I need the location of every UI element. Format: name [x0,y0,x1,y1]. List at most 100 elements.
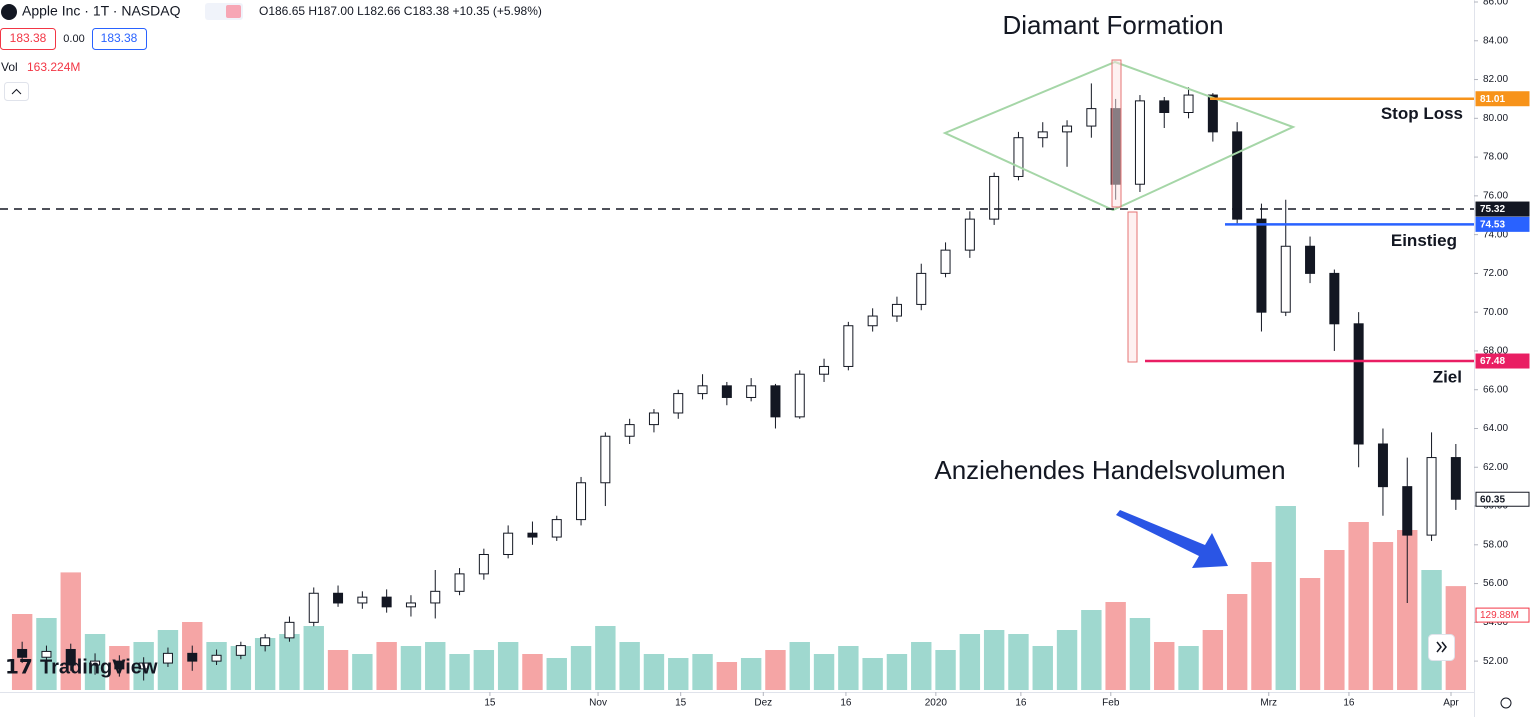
volume-bar [279,634,300,690]
candle-body [867,315,878,327]
candle-body [478,553,489,575]
candle-body [17,648,28,658]
volume-bar [352,654,373,690]
y-tick-label: 66.00 [1483,384,1508,395]
x-tick-label: Mrz [1260,698,1277,709]
volume-bar [546,658,567,690]
volume-bar [230,646,252,690]
volume-bar [449,654,470,690]
range-box [1111,59,1122,208]
volume-bar [740,658,762,690]
volume-bar [327,650,349,690]
logo [1,4,17,20]
volume-bar [643,654,665,690]
candle-body [1280,245,1291,313]
y-tick-label: 76.00 [1483,190,1508,201]
y-tick-label: 82.00 [1483,74,1508,85]
volume-bar [1129,618,1151,690]
candle-body [235,645,246,656]
candle-body [430,590,441,604]
volume-bar [1348,522,1369,690]
candle-body [284,621,295,639]
volume-bar [668,658,689,690]
annotation: Anziehendes Handelsvolumen [934,455,1285,485]
vol-value: 163.224M [27,60,80,74]
y-tick-label: 84.00 [1483,35,1508,46]
candle-body [381,596,392,608]
volume-badge-label: 129.88M [1480,610,1519,621]
x-tick-label: Nov [589,698,607,709]
brand: TradingView [40,656,158,678]
y-tick-label: 80.00 [1483,113,1508,124]
volume-bar [935,650,956,690]
y-tick-label: 74.00 [1483,229,1508,240]
price-layer [17,83,1461,681]
volume-bar [838,646,859,690]
candle-body [551,519,562,538]
volume-bar [60,572,81,690]
collapse-button[interactable] [4,82,29,101]
y-tick-label: 72.00 [1483,268,1508,279]
volume-bar [619,642,640,690]
target-box [1127,211,1138,363]
volume-badge [1475,607,1530,623]
candle-body [624,424,635,437]
price-badge [1475,201,1530,217]
candle-body [721,385,732,398]
x-tick-label: 16 [840,698,852,709]
candle-body [940,249,951,274]
volume-bar [1226,594,1248,690]
x-tick-label: 16 [1015,698,1027,709]
candle-body [1183,94,1194,113]
y-tick-label: 62.00 [1483,462,1508,473]
candle-body [41,650,52,658]
toggle-on [226,5,241,18]
settings[interactable] [1500,697,1512,709]
logo-mark: 𝟭𝟳 [5,656,33,678]
candle-body [600,435,611,484]
candle-body [989,175,1000,220]
ask-box[interactable] [92,28,147,50]
candle-body [308,592,319,623]
candle-body [770,385,781,418]
spread: 0.00 [63,33,84,45]
price-badge-label: 60.35 [1480,494,1505,505]
volume-bar [1299,578,1321,690]
volume-bar [1324,550,1345,690]
candle-body [1305,245,1316,274]
annotation: Diamant Formation [1002,10,1223,40]
y-tick-label: 64.00 [1483,423,1508,434]
volume-layer [11,506,1467,690]
candle-body [1377,443,1388,488]
volume-bar [425,642,446,690]
price-badge [1475,91,1530,107]
candle-body [819,365,830,375]
volume-bar [400,646,422,690]
candle-body [187,652,198,662]
y-tick-label: 58.00 [1483,539,1508,550]
vol-label: Vol [1,60,18,74]
price-badge-label: 81.01 [1480,94,1505,105]
candle-body [843,325,854,367]
candle-body [1426,457,1437,536]
candle-body [964,218,975,251]
candle-body [697,385,708,395]
candle-body [891,303,902,317]
bid-box[interactable] [0,28,56,50]
price-badge-label: 75.32 [1480,204,1505,215]
diamond [942,60,1296,212]
x-tick-label: Dez [754,698,772,709]
overlay: Stop Loss Einstieg Ziel [0,97,1474,387]
volume-bar [959,634,981,690]
volume-bar [692,654,713,690]
price-badge-label: 74.53 [1480,219,1505,230]
volume-bar [254,638,276,690]
candle-body [1232,131,1243,220]
candle-body [1013,137,1024,177]
candle-body [1037,131,1048,139]
arrow [1116,510,1228,568]
candle-body [333,592,344,604]
volume-bar [1178,646,1199,690]
x-tick-label: 15 [675,698,687,709]
